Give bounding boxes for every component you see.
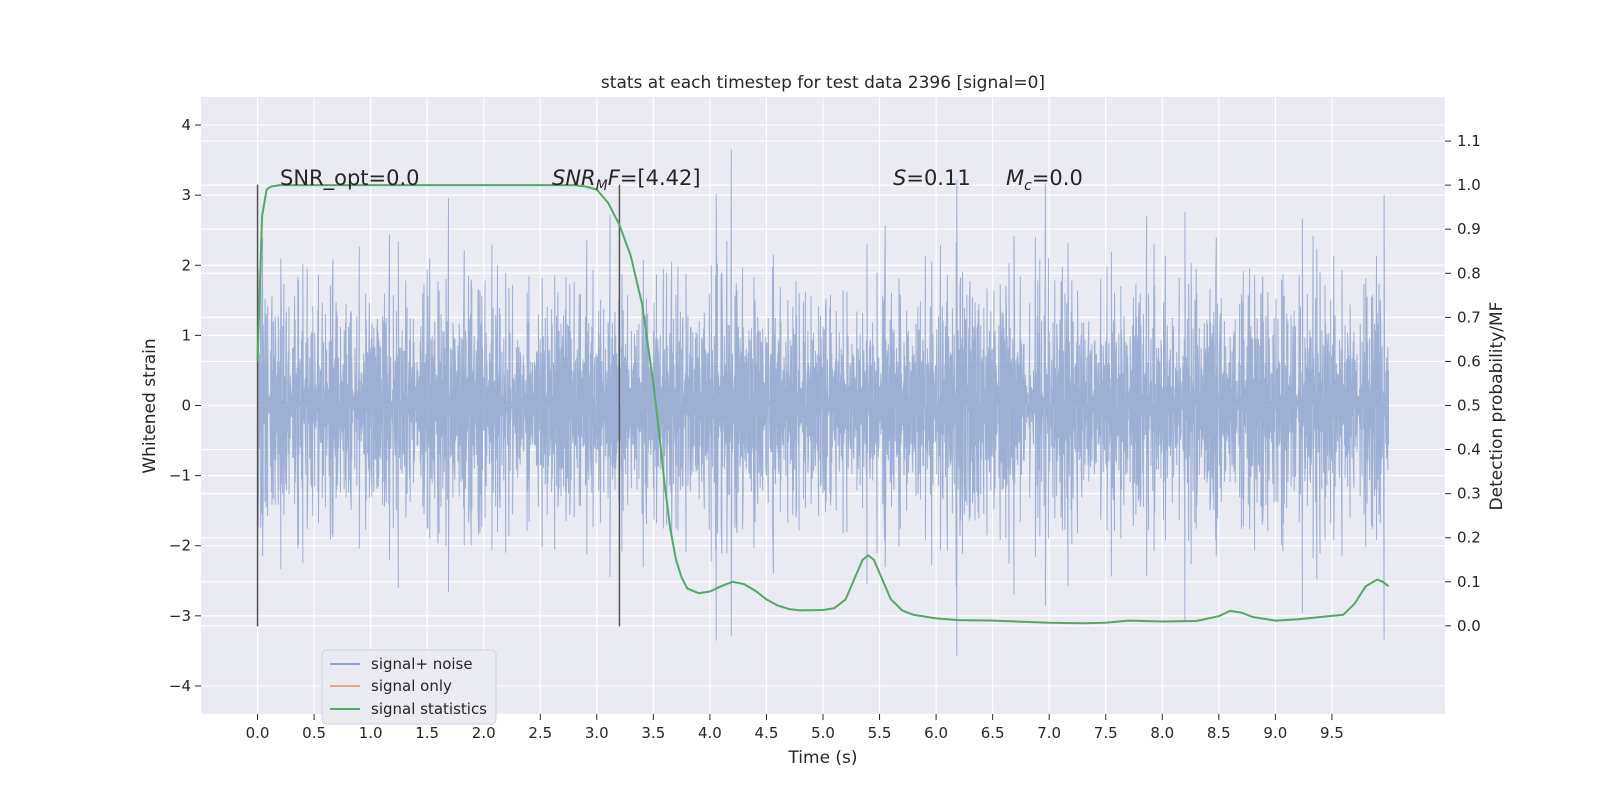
- right-tick-label-3: 0.3: [1457, 485, 1481, 503]
- signal-noise-series: [257, 149, 1389, 657]
- left-tick-label-5: 1: [181, 326, 191, 344]
- annotation-snr-mf: SNRMF=[4.42]: [552, 166, 701, 194]
- annotation-mc: Mc=0.0: [1006, 166, 1083, 194]
- right-tick-label-1: 0.1: [1457, 573, 1481, 591]
- right-tick-label-10: 1.0: [1457, 176, 1481, 194]
- x-axis: 0.0 0.5 1.0 1.5 2.0 2.5 3.0 3.5 4.0 4.5 5.0 5.5 6.0 6…: [246, 714, 1344, 742]
- left-y-axis: −4 −3 −2 −1 0 1 2 3 4: [169, 116, 201, 695]
- x-tick-label-13: 6.5: [981, 724, 1005, 742]
- x-tick-label-14: 7.0: [1037, 724, 1061, 742]
- left-tick-label-2: −2: [169, 537, 191, 555]
- x-tick-label-5: 2.5: [528, 724, 552, 742]
- left-tick-label-1: −3: [169, 607, 191, 625]
- left-tick-label-0: −4: [169, 677, 191, 695]
- annotation-snr-opt: SNR_opt=0.0: [280, 166, 420, 191]
- x-tick-label-7: 3.5: [641, 724, 665, 742]
- signal-noise-trace: [257, 149, 1389, 657]
- right-tick-label-7: 0.7: [1457, 308, 1481, 326]
- right-tick-label-0: 0.0: [1457, 617, 1481, 635]
- right-tick-label-5: 0.5: [1457, 397, 1481, 415]
- x-tick-label-10: 5.0: [811, 724, 835, 742]
- x-tick-label-18: 9.0: [1263, 724, 1287, 742]
- x-tick-label-12: 6.0: [924, 724, 948, 742]
- x-tick-label-15: 7.5: [1094, 724, 1118, 742]
- left-tick-label-4: 0: [181, 397, 191, 415]
- y-axis-label: Whitened strain: [140, 338, 160, 473]
- right-tick-label-4: 0.4: [1457, 441, 1481, 459]
- x-tick-label-6: 3.0: [585, 724, 609, 742]
- y-axis-right-label: Detection probability/MF: [1487, 302, 1507, 511]
- left-tick-label-7: 3: [181, 186, 191, 204]
- left-tick-label-8: 4: [181, 116, 191, 134]
- x-tick-label-2: 1.0: [359, 724, 383, 742]
- annotation-s: S=0.11: [893, 166, 971, 190]
- legend-label-signal-statistics: signal statistics: [371, 700, 487, 718]
- x-axis-label: Time (s): [787, 748, 857, 768]
- right-tick-label-2: 0.2: [1457, 529, 1481, 547]
- legend-box: [321, 649, 497, 725]
- signal-statistics-line: [256, 184, 1390, 625]
- x-tick-label-17: 8.5: [1207, 724, 1231, 742]
- chart-title: stats at each timestep for test data 239…: [601, 73, 1045, 93]
- x-tick-label-9: 4.5: [755, 724, 779, 742]
- x-tick-label-3: 1.5: [415, 724, 439, 742]
- vertical-markers: [256, 184, 621, 627]
- legend-label-signal-only: signal only: [371, 677, 452, 695]
- right-tick-label-11: 1.1: [1457, 132, 1481, 150]
- right-y-axis: 0.0 0.1 0.2 0.3 0.4 0.5 0.6 0.7 0.8 0.9 1.0 1.1: [1445, 132, 1481, 635]
- x-tick-label-8: 4.0: [698, 724, 722, 742]
- x-tick-label-4: 2.0: [472, 724, 496, 742]
- right-tick-label-6: 0.6: [1457, 352, 1481, 370]
- annotations: SNR_opt=0.0 SNRMF=[4.42] S=0.11 Mc=0.0: [280, 166, 1083, 194]
- right-tick-label-8: 0.8: [1457, 264, 1481, 282]
- legend: signal+ noise signal only signal statist…: [321, 649, 497, 725]
- signal-statistics-series: [256, 184, 1390, 625]
- x-tick-label-0: 0.0: [246, 724, 270, 742]
- x-tick-label-1: 0.5: [302, 724, 326, 742]
- legend-label-signal-noise: signal+ noise: [371, 655, 473, 673]
- right-tick-label-9: 0.9: [1457, 220, 1481, 238]
- x-tick-label-19: 9.5: [1320, 724, 1344, 742]
- left-tick-label-3: −1: [169, 467, 191, 485]
- x-tick-label-11: 5.5: [868, 724, 892, 742]
- x-tick-label-16: 8.0: [1150, 724, 1174, 742]
- left-tick-label-6: 2: [181, 256, 191, 274]
